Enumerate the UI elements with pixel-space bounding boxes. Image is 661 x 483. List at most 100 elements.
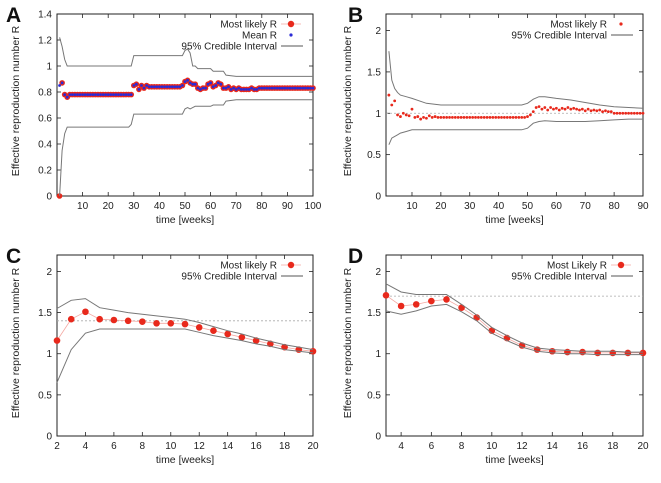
x-tick-label: 10 bbox=[406, 201, 418, 212]
most-likely-r-point bbox=[448, 116, 451, 119]
most-likely-r-point bbox=[639, 349, 647, 357]
mean-r-point bbox=[76, 93, 79, 96]
panel-label: D bbox=[348, 245, 363, 268]
y-tick-label: 2 bbox=[375, 267, 381, 278]
y-tick-label: 1.4 bbox=[38, 10, 52, 21]
legend-point-symbol bbox=[287, 261, 295, 269]
most-likely-r-point bbox=[181, 320, 189, 328]
most-likely-r-point bbox=[609, 110, 613, 114]
most-likely-r-point bbox=[110, 316, 118, 324]
mean-r-point bbox=[111, 93, 115, 96]
mean-r-point bbox=[99, 93, 102, 96]
x-tick-label: 80 bbox=[609, 201, 621, 212]
mean-r-point bbox=[265, 86, 269, 90]
mean-r-point bbox=[114, 93, 118, 96]
y-tick-label: 0 bbox=[46, 432, 52, 443]
x-tick-label: 14 bbox=[547, 441, 559, 452]
mean-r-point bbox=[280, 86, 284, 90]
mean-r-point bbox=[163, 85, 166, 89]
mean-r-point bbox=[101, 93, 105, 96]
mean-r-point bbox=[127, 93, 131, 96]
y-tick-label: 0 bbox=[375, 192, 381, 203]
most-likely-r-point bbox=[549, 106, 552, 109]
mean-r-point bbox=[70, 93, 74, 96]
mean-r-point bbox=[168, 85, 172, 89]
most-likely-r-point bbox=[615, 111, 619, 115]
x-tick-label: 70 bbox=[580, 201, 592, 212]
most-likely-r-point bbox=[537, 105, 541, 109]
mean-r-point bbox=[147, 85, 151, 89]
x-tick-label: 30 bbox=[128, 201, 140, 212]
most-likely-r-point bbox=[566, 106, 570, 109]
most-likely-r-point bbox=[465, 116, 469, 119]
most-likely-r-point bbox=[67, 315, 75, 323]
mean-r-point bbox=[306, 86, 310, 90]
panel-a: A 0 0.2 0.4 0.6 0.8 1 1.2 1.4 10 20 30 40 50 60 70 80 90 1… bbox=[6, 4, 322, 226]
mean-r-point bbox=[170, 85, 174, 89]
panel-b: B 0 0.5 1 1.5 2 10 20 30 40 50 60 70 80 90 time [weeks]… bbox=[342, 4, 649, 226]
mean-r-point bbox=[160, 85, 164, 89]
y-tick-label: 0.5 bbox=[38, 390, 52, 401]
most-likely-r-point bbox=[624, 349, 632, 357]
credible-interval-line bbox=[385, 283, 643, 353]
mean-r-point bbox=[237, 86, 241, 90]
credible-interval-line bbox=[59, 99, 313, 197]
mean-r-point bbox=[165, 85, 169, 89]
most-likely-r-point bbox=[153, 319, 160, 327]
mean-r-point bbox=[58, 84, 61, 87]
most-likely-r-point bbox=[471, 116, 475, 119]
credible-interval-line bbox=[56, 298, 314, 351]
x-tick-label: 30 bbox=[464, 201, 476, 212]
most-likely-r-point bbox=[563, 107, 567, 111]
mean-r-point bbox=[91, 93, 95, 96]
most-likely-r-point bbox=[531, 110, 535, 114]
most-likely-r-point bbox=[635, 111, 639, 115]
most-likely-r-point bbox=[598, 108, 602, 112]
most-likely-r-point bbox=[624, 111, 628, 115]
legend-label: Most Likely R bbox=[547, 261, 607, 272]
mean-r-point bbox=[145, 84, 149, 87]
most-likely-r-point bbox=[520, 116, 524, 119]
most-likely-r-point bbox=[410, 107, 414, 111]
most-likely-r-point bbox=[523, 116, 527, 119]
most-likely-r-point bbox=[594, 349, 601, 357]
most-likely-r-point bbox=[557, 108, 561, 112]
plot-frame bbox=[385, 13, 644, 197]
x-axis-label: time [weeks] bbox=[485, 214, 543, 226]
credible-interval-line bbox=[59, 37, 313, 77]
mean-r-point bbox=[252, 88, 256, 91]
mean-r-point bbox=[150, 85, 154, 89]
most-likely-r-point bbox=[641, 111, 645, 115]
most-likely-r-point bbox=[433, 115, 437, 118]
mean-r-point bbox=[94, 93, 97, 96]
y-tick-label: 0 bbox=[375, 432, 381, 443]
x-tick-label: 60 bbox=[551, 201, 563, 212]
panel-label: B bbox=[348, 4, 363, 27]
legend-label: Most likely R bbox=[220, 261, 277, 272]
most-likely-r-point bbox=[560, 106, 564, 110]
most-likely-r-point bbox=[442, 116, 446, 119]
panel-label: C bbox=[6, 245, 21, 268]
plot-frame bbox=[56, 254, 314, 437]
credible-interval-line bbox=[56, 328, 314, 383]
mean-r-point bbox=[286, 86, 289, 90]
mean-r-point bbox=[191, 82, 195, 86]
y-tick-label: 1 bbox=[375, 109, 381, 120]
mean-r-point bbox=[262, 86, 266, 90]
y-axis-label: Effective reproduction number R bbox=[10, 25, 22, 176]
most-likely-r-point bbox=[505, 116, 509, 119]
most-likely-r-point bbox=[482, 116, 486, 119]
legend-label: 95% Credible Interval bbox=[181, 272, 277, 283]
mean-r-point bbox=[275, 86, 279, 90]
y-tick-label: 0 bbox=[46, 192, 52, 203]
x-tick-label: 6 bbox=[111, 441, 117, 452]
x-tick-label: 4 bbox=[398, 441, 404, 452]
most-likely-r-point bbox=[554, 106, 558, 110]
most-likely-r-point bbox=[627, 111, 630, 115]
mean-r-point bbox=[211, 85, 215, 89]
most-likely-r-point bbox=[428, 297, 435, 305]
most-likely-r-point bbox=[552, 107, 555, 111]
most-likely-r-point bbox=[462, 116, 466, 119]
most-likely-r-point bbox=[491, 116, 495, 119]
x-tick-label: 16 bbox=[577, 441, 589, 452]
